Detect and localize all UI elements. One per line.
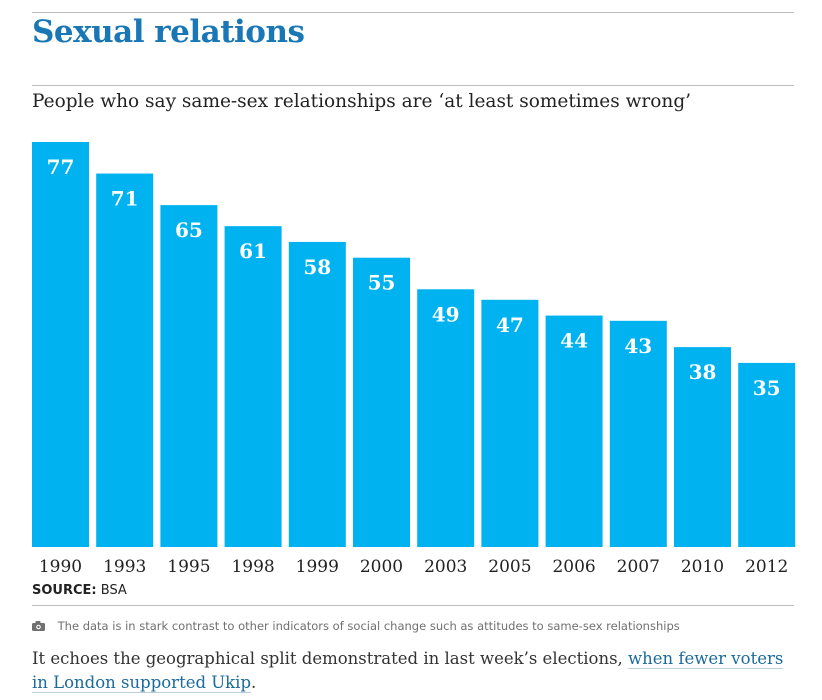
caption-text: The data is in stark contrast to other i… [57,619,680,633]
x-tick-label: 1993 [103,557,146,577]
bar-2003 [417,289,475,547]
x-tick-label: 1998 [231,557,274,577]
bar-value-label: 71 [111,187,139,211]
x-tick-label: 2010 [681,557,724,577]
paragraph-text: It echoes the geographical split demonst… [32,649,629,668]
bar-1995 [160,205,218,547]
x-tick-label: 1990 [39,557,82,577]
bar-2005 [481,299,539,547]
paragraph-end: . [251,673,257,692]
x-tick-label: 2007 [617,557,660,577]
bar-1993 [96,173,154,547]
source-line: SOURCE: BSA [32,583,127,598]
bar-value-label: 43 [624,334,652,358]
bar-2006 [545,315,603,547]
bar-value-label: 58 [303,255,331,279]
bar-value-label: 55 [368,271,396,295]
x-tick-label: 2003 [424,557,467,577]
chart-subtitle: People who say same-sex relationships ar… [32,91,692,112]
bar-value-label: 44 [560,329,588,353]
ukip-london-link[interactable]: when fewer voters in London supported Uk… [32,649,784,693]
bar-value-label: 77 [47,155,75,179]
x-tick-label: 1995 [167,557,210,577]
bar-2010 [674,347,731,547]
chart-title: Sexual relations [32,14,305,50]
bar-value-label: 65 [175,218,203,242]
article-paragraph: It echoes the geographical split demonst… [32,647,792,695]
title-rule [32,85,794,86]
bar-value-label: 61 [239,239,267,263]
bar-value-label: 35 [753,376,781,400]
source-label: SOURCE: [32,583,97,598]
x-tick-label: 2005 [488,557,531,577]
x-tick-label: 1999 [296,557,339,577]
bar-value-label: 38 [689,360,717,384]
x-tick-label: 2006 [552,557,595,577]
bar-2012 [738,362,796,547]
source-value: BSA [100,583,127,598]
bar-1999 [288,241,346,547]
bar-2000 [353,257,410,547]
camera-icon [32,620,45,634]
bar-1990 [32,142,89,547]
image-caption: The data is in stark contrast to other i… [32,619,680,634]
bar-chart: 77 1990 71 1993 65 1995 61 1998 58 1999 55 2000 49 20… [32,142,796,577]
bar-2007 [609,320,667,547]
x-tick-label: 2000 [360,557,403,577]
caption-rule [32,605,794,606]
x-tick-label: 2012 [745,557,788,577]
bar-value-label: 47 [496,313,524,337]
bar-value-label: 49 [432,302,460,326]
bar-1998 [224,226,282,548]
top-rule [32,12,794,13]
